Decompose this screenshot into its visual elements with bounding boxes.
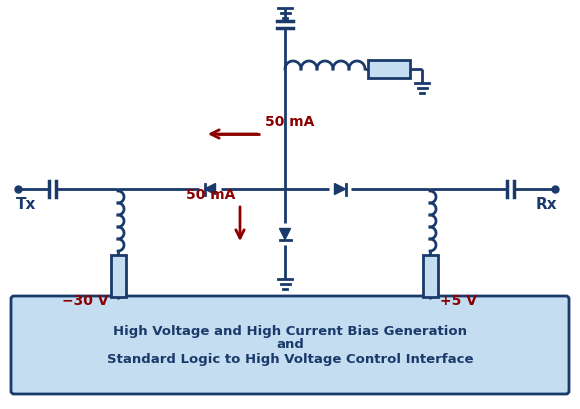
Text: Tx: Tx [16,197,37,212]
Text: Rx: Rx [535,197,557,212]
Text: High Voltage and High Current Bias Generation: High Voltage and High Current Bias Gener… [113,324,467,337]
FancyBboxPatch shape [11,296,569,394]
Polygon shape [205,184,216,195]
Text: 50 mA: 50 mA [186,188,235,202]
Text: −30 V: −30 V [61,294,108,308]
Text: +5 V: +5 V [440,294,477,308]
Polygon shape [335,184,346,195]
Text: 50 mA: 50 mA [265,115,314,129]
Text: Standard Logic to High Voltage Control Interface: Standard Logic to High Voltage Control I… [107,353,473,366]
Polygon shape [280,229,291,240]
Bar [111,255,125,297]
Bar [422,255,437,297]
Bar [368,60,410,78]
Text: and: and [276,339,304,351]
